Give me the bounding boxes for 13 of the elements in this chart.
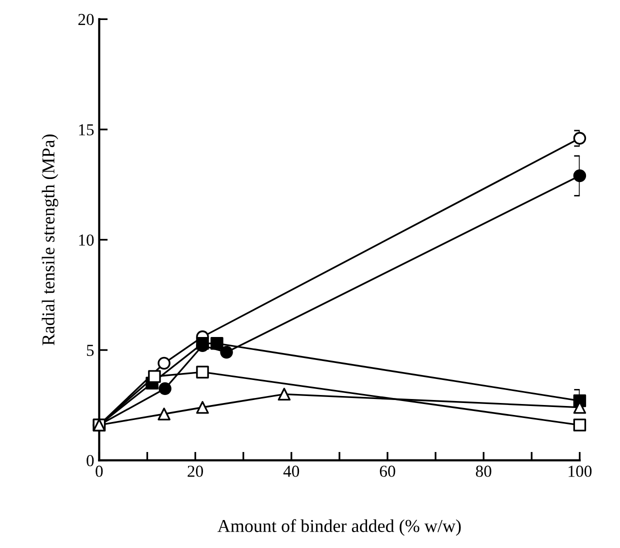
y-axis-title: Radial tensile strength (MPa) bbox=[42, 134, 58, 346]
x-tick-label: 20 bbox=[188, 466, 203, 477]
x-tick-label: 0 bbox=[96, 466, 103, 477]
x-tick-label: 60 bbox=[380, 466, 396, 477]
x-tick-label: 100 bbox=[568, 466, 592, 477]
y-tick-label: 5 bbox=[86, 344, 94, 356]
x-axis-title: Amount of binder added (% w/w) bbox=[218, 519, 461, 536]
x-tick-label: 80 bbox=[476, 466, 492, 477]
y-tick-label: 15 bbox=[79, 124, 94, 136]
y-tick-label: 0 bbox=[86, 455, 94, 466]
x-tick-label: 40 bbox=[283, 466, 300, 477]
y-tick-label: 10 bbox=[79, 234, 94, 246]
y-tick-label: 20 bbox=[78, 14, 94, 26]
